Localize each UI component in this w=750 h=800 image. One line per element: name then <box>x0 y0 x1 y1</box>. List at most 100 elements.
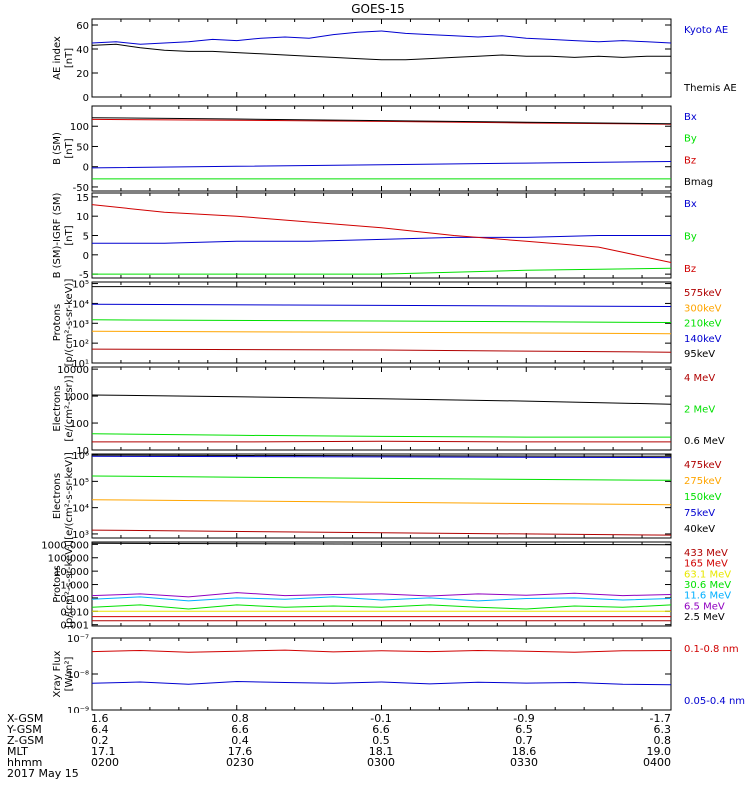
row-value: 6.3 <box>653 723 672 736</box>
row-label: Z-GSM <box>7 734 44 747</box>
y-axis-unit: [e/(cm²-s-sr)] <box>64 375 75 441</box>
legend-label: 575keV <box>684 288 722 299</box>
legend-label: 4 MeV <box>684 373 715 384</box>
row-label: hhmm <box>7 756 43 769</box>
panel-frame <box>91 453 672 539</box>
legend-label: By <box>684 134 697 145</box>
row-value: 0300 <box>367 756 395 769</box>
y-tick-label: 10³ <box>72 319 89 330</box>
legend-label: Bz <box>684 155 696 166</box>
legend-label: 30.6 MeV <box>684 580 731 591</box>
y-axis-unit: [e/(cm²-s-sr-keV)] <box>64 452 75 540</box>
legend-label: 165 MeV <box>684 559 728 570</box>
y-tick-label: 10¹ <box>72 359 89 370</box>
y-axis-label: B (SM)-IGRF (SM) <box>52 193 63 279</box>
y-axis-unit: [p/(cm²-s-sr-keV)] <box>64 279 75 367</box>
y-tick-label: 1.000 <box>60 581 89 592</box>
panel-frame <box>91 637 672 711</box>
y-axis-label: Electrons <box>52 473 63 519</box>
legend-label: 0.05-0.4 nm <box>684 696 745 707</box>
row-value: 17.6 <box>227 745 253 758</box>
series-line <box>91 604 672 610</box>
y-tick-label: 10.000 <box>54 567 89 578</box>
row-value: 0.4 <box>231 734 249 747</box>
legend-label: 300keV <box>684 303 722 314</box>
legend-label: 275keV <box>684 476 722 487</box>
y-tick-label: 10⁻⁹ <box>67 706 89 713</box>
row-value: 0.8 <box>231 712 249 725</box>
series-line <box>91 161 672 169</box>
row-value: -1.7 <box>649 712 671 725</box>
legend-label: Bz <box>684 264 696 275</box>
y-tick-label: -50 <box>73 183 89 194</box>
panel-frame <box>91 541 672 627</box>
y-tick-label: 10⁴ <box>72 504 89 515</box>
series-line <box>91 330 672 335</box>
legend-label: 63.1 MeV <box>684 569 731 580</box>
y-tick-label: 10⁶ <box>72 451 89 462</box>
row-label: MLT <box>7 745 28 758</box>
row-label: X-GSM <box>7 712 44 725</box>
y-tick-label: 0 <box>83 93 89 104</box>
row-value: 18.6 <box>511 745 537 758</box>
y-tick-label: 0.100 <box>60 594 89 605</box>
series-line <box>91 303 672 307</box>
legend-label: 433 MeV <box>684 548 728 559</box>
footer-row-zgsm: Z-GSM 0.2 0.4 0.5 0.7 0.8 <box>0 735 750 746</box>
series-line <box>91 30 672 45</box>
legend-label: 6.5 MeV <box>684 601 725 612</box>
y-tick-label: 0.010 <box>60 607 89 618</box>
y-axis-label: Electrons <box>52 385 63 431</box>
legend-label: Kyoto AE <box>684 25 728 36</box>
footer-row-xgsm: X-GSM 1.6 0.8 -0.1 -0.9 -1.7 <box>0 713 750 724</box>
y-tick-label: 10 <box>76 212 89 223</box>
y-tick-label: 10⁵ <box>72 477 89 488</box>
y-tick-label: 0 <box>83 251 89 262</box>
legend-label: 475keV <box>684 460 722 471</box>
y-axis-label: Protons <box>52 565 63 602</box>
y-tick-label: 0.001 <box>60 621 89 632</box>
series-line <box>91 319 672 323</box>
row-value: 17.1 <box>91 745 116 758</box>
y-tick-label: 10² <box>72 339 89 350</box>
legend-label: Bx <box>684 112 697 123</box>
series-line <box>92 267 672 275</box>
y-tick-label: 10000 <box>57 365 89 376</box>
legend-label: Bx <box>684 199 697 210</box>
series-line <box>91 592 672 598</box>
y-tick-label: 1000.000 <box>41 540 89 551</box>
time-axis-table: X-GSM 1.6 0.8 -0.1 -0.9 -1.7 Y-GSM 6.4 6… <box>0 713 750 800</box>
y-tick-label: 60 <box>76 21 89 32</box>
row-value: 6.6 <box>231 723 249 736</box>
y-axis-unit: [p/(cm²-s-sr-keV)] <box>64 540 75 628</box>
row-value: 0.5 <box>372 734 390 747</box>
legend-label: By <box>684 232 697 243</box>
y-axis-label: B (SM) <box>52 132 63 165</box>
series-line <box>91 118 672 125</box>
plot-title: GOES-15 <box>351 2 405 16</box>
row-value: -0.9 <box>513 712 535 725</box>
legend-label: 2.5 MeV <box>684 612 725 623</box>
y-tick-label: 0 <box>83 163 89 174</box>
y-tick-label: 100.000 <box>48 554 89 565</box>
y-tick-label: 10 <box>76 446 89 457</box>
y-tick-label: 10³ <box>72 530 89 541</box>
series-line <box>91 348 672 353</box>
row-label: Y-GSM <box>7 723 42 736</box>
series-line <box>91 649 672 653</box>
series-line <box>91 286 672 289</box>
y-tick-label: 15 <box>76 193 89 204</box>
series-line <box>91 596 672 602</box>
row-value: 18.1 <box>368 745 394 758</box>
y-tick-label: 20 <box>76 69 89 80</box>
date-label: 2017 May 15 <box>7 767 79 780</box>
y-axis-unit: [W/m²] <box>64 656 75 691</box>
row-value: 0330 <box>510 756 538 769</box>
series-line <box>91 499 672 506</box>
y-tick-label: -5 <box>79 270 89 281</box>
row-value: 0230 <box>226 756 254 769</box>
row-value: 6.6 <box>372 723 390 736</box>
y-tick-label: 1000 <box>64 392 89 403</box>
y-tick-label: 40 <box>76 45 89 56</box>
